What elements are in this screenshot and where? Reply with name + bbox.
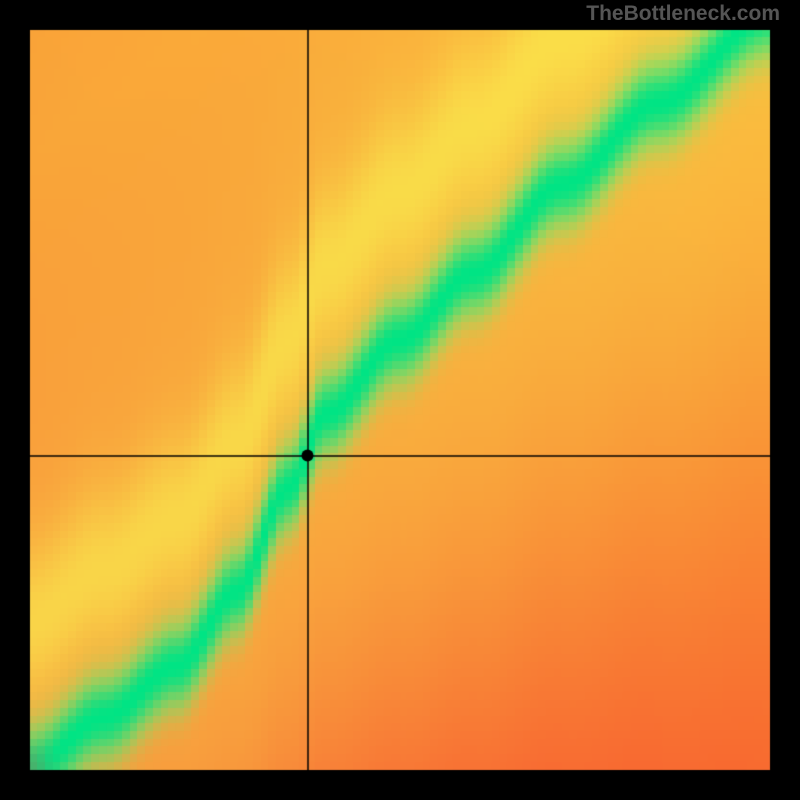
watermark-text: TheBottleneck.com (586, 2, 780, 26)
bottleneck-heatmap (0, 0, 800, 800)
